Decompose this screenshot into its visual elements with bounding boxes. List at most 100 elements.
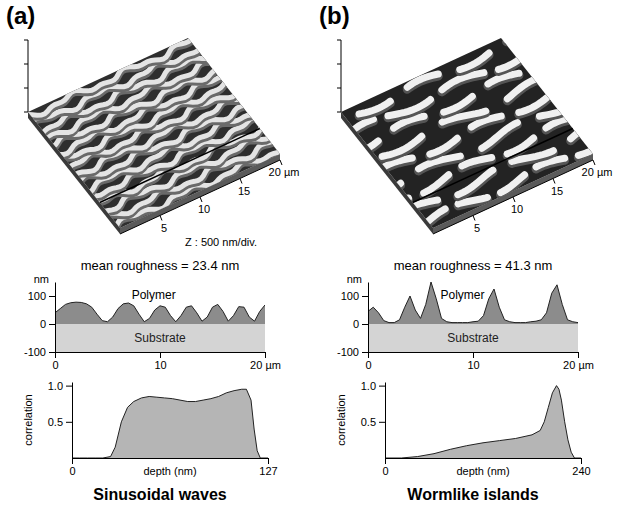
axis-line (72, 383, 73, 459)
tick-label: 0.5 (48, 416, 63, 428)
tick-label: 10 (198, 203, 210, 215)
tick-label: 127 (259, 465, 277, 477)
correlation-chart: 02400.51.0correlationdepth (nm) (335, 380, 591, 477)
tick-label: 0 (69, 465, 75, 477)
tick-mark (379, 422, 385, 423)
substrate (55, 324, 265, 352)
plot-area (72, 389, 268, 458)
surface-ridge (21, 37, 198, 117)
tick-mark (49, 296, 55, 297)
tick-label: 20 µm (563, 359, 594, 371)
annotation: Substrate (447, 331, 499, 345)
tick-label: 0 (52, 359, 58, 371)
panel-letter: (b) (319, 2, 350, 29)
tick: 0 (69, 458, 75, 477)
tick-mark (49, 324, 55, 325)
z-tick (24, 40, 28, 41)
surface-axis (120, 160, 280, 234)
tick: 20 µm (563, 352, 594, 371)
z-axis (28, 40, 29, 112)
caption: Wormlike islands (407, 486, 538, 503)
tick: 1.0 (48, 380, 72, 392)
area (385, 386, 581, 458)
tick: 0 (353, 318, 368, 330)
tick-label: 5 (474, 222, 480, 234)
surface-texture (336, 37, 599, 229)
tick-label: 100 (341, 290, 359, 302)
tick: 0 (52, 352, 58, 371)
tick-mark (66, 386, 72, 387)
tick: 0 (365, 352, 371, 371)
profile-chart: 01020 µm-1000100mean roughness = 41.3 nm… (337, 258, 594, 371)
tick-label: 1.0 (48, 380, 63, 392)
tick: 10 (154, 352, 166, 371)
x-axis: 0 240 (382, 458, 590, 477)
x-axis-title: depth (nm) (143, 465, 196, 477)
panel-letter: (a) (6, 2, 35, 29)
tick-label: 0 (382, 465, 388, 477)
tick-label: 240 (572, 465, 590, 477)
surface-ridge (336, 37, 512, 119)
z-scale-label: Z : 500 nm/div. (185, 236, 257, 248)
tick-label: 0.5 (361, 416, 376, 428)
tick-mark (581, 458, 582, 464)
area (55, 302, 265, 324)
tick: -100 (337, 346, 368, 358)
tick-mark (513, 197, 515, 202)
tick-label: 15 (551, 185, 563, 197)
tick-label: 10 (154, 359, 166, 371)
tick-label: 20 µm (250, 359, 281, 371)
tick: 1.0 (361, 380, 385, 392)
z-tick (24, 112, 28, 113)
plot-area (385, 386, 581, 458)
tick-label: 5 (161, 222, 167, 234)
profile-cut (100, 128, 260, 202)
surface-ridge (29, 43, 202, 128)
tick: 10 (467, 352, 479, 371)
y-axis-title: nm (34, 273, 49, 285)
axis-line (73, 458, 269, 459)
surface-texture (21, 37, 286, 234)
tick: 100 (28, 290, 55, 302)
tick: -100 (24, 346, 55, 358)
line (385, 386, 581, 458)
tick: 0 (382, 458, 388, 477)
tick-mark (72, 458, 73, 464)
tick-mark (362, 296, 368, 297)
tick-mark (55, 352, 56, 358)
tick: 0.5 (48, 416, 72, 428)
z-axis (341, 40, 342, 112)
tick-mark (368, 352, 369, 358)
tick-label: 100 (28, 290, 46, 302)
line (368, 282, 578, 323)
tick-label: 1.0 (361, 380, 376, 392)
z-tick (337, 112, 341, 113)
surface-view: 5101520 µmZ : 500 nm/div. (21, 37, 299, 248)
y-axis-title: nm (347, 273, 362, 285)
y-axis-title: correlation (22, 394, 34, 445)
surface-ridge (348, 55, 525, 135)
surface-view: 5101520 µm (336, 37, 613, 234)
profile-cut (413, 128, 573, 202)
tick-mark (49, 352, 55, 353)
annotation: Polymer (440, 288, 484, 302)
tick: 127 (259, 458, 277, 477)
annotation: Substrate (134, 331, 186, 345)
z-tick (337, 40, 341, 41)
z-tick (337, 88, 341, 89)
line (55, 302, 265, 322)
axis-line (368, 283, 369, 353)
tick: 240 (572, 458, 590, 477)
tick-label: 0 (40, 318, 46, 330)
tick-mark (379, 386, 385, 387)
tick-mark (362, 352, 368, 353)
area (368, 282, 578, 324)
profile-chart: 01020 µm-1000100mean roughness = 23.4 nm… (24, 258, 281, 371)
z-tick (337, 64, 341, 65)
z-tick (24, 88, 28, 89)
x-axis-title: depth (nm) (456, 465, 509, 477)
tick-label: 20 µm (582, 166, 613, 178)
tick-label: 10 (467, 359, 479, 371)
tick-mark (473, 352, 474, 358)
surface-top (28, 38, 280, 228)
